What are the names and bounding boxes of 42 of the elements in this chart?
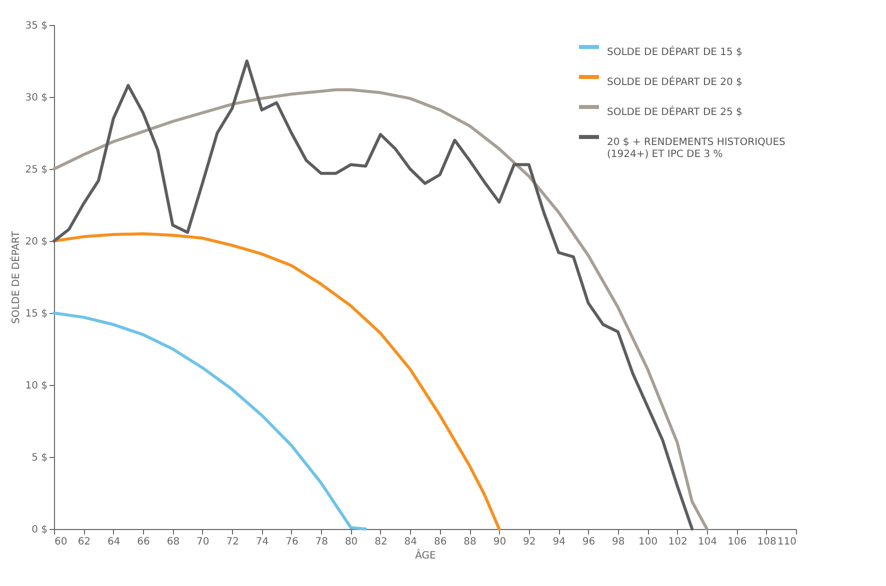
x-tick-label: 102 [668,536,688,548]
y-tick-label: 10 $ [25,380,48,392]
x-tick-label: 86 [434,536,447,548]
legend-label: 20 $ + RENDEMENTS HISTORIQUES (1924+) ET IPC DE 3 % [607,137,786,160]
line-series [52,312,368,530]
x-tick-label: 80 [344,536,358,548]
x-tick-label: 96 [582,536,596,548]
x-tick-label: 106 [728,536,747,548]
x-tick-label: 60 [54,536,68,548]
y-tick-label: 30 $ [25,92,48,104]
legend-label: SOLDE DE DÉPART DE 20 $ [607,75,742,88]
line-series [52,232,501,530]
x-tick-label: 92 [523,536,536,548]
x-axis-title: ÂGE [415,548,436,562]
y-tick-label: 15 $ [25,308,48,320]
x-tick-label: 100 [638,536,658,548]
x-tick-label: 88 [464,536,476,548]
y-tick-label: 35 $ [25,20,48,32]
x-tick-label: 90 [493,536,506,548]
y-axis-title: SOLDE DE DÉPART [9,230,22,324]
x-tick-label: 82 [374,536,388,548]
y-tick-label: 25 $ [25,164,48,176]
legend-label: SOLDE DE DÉPART DE 25 $ [607,105,742,118]
x-tick-label: 72 [226,536,239,548]
x-tick-label: 94 [552,536,566,548]
x-tick-label: 110 [777,536,796,548]
x-tick-label: 78 [315,536,328,548]
x-tick-label: 104 [698,536,718,548]
x-tick-label: 62 [78,536,91,548]
x-tick-label: 76 [286,536,298,548]
x-tick-label: 64 [107,536,120,548]
y-tick-label: 0 $ [32,524,48,536]
x-tick-label: 68 [166,536,180,548]
x-tick-label: 98 [612,536,625,548]
x-tick-label: 84 [404,536,418,548]
x-tick-label: 74 [256,536,269,548]
x-tick-label: 66 [137,536,150,548]
x-tick-label: 70 [196,536,210,548]
y-tick-label: 5 $ [32,452,48,464]
x-tick-label: 108 [757,536,776,548]
legend-label: SOLDE DE DÉPART DE 15 $ [607,45,742,58]
y-tick-label: 20 $ [25,236,48,248]
